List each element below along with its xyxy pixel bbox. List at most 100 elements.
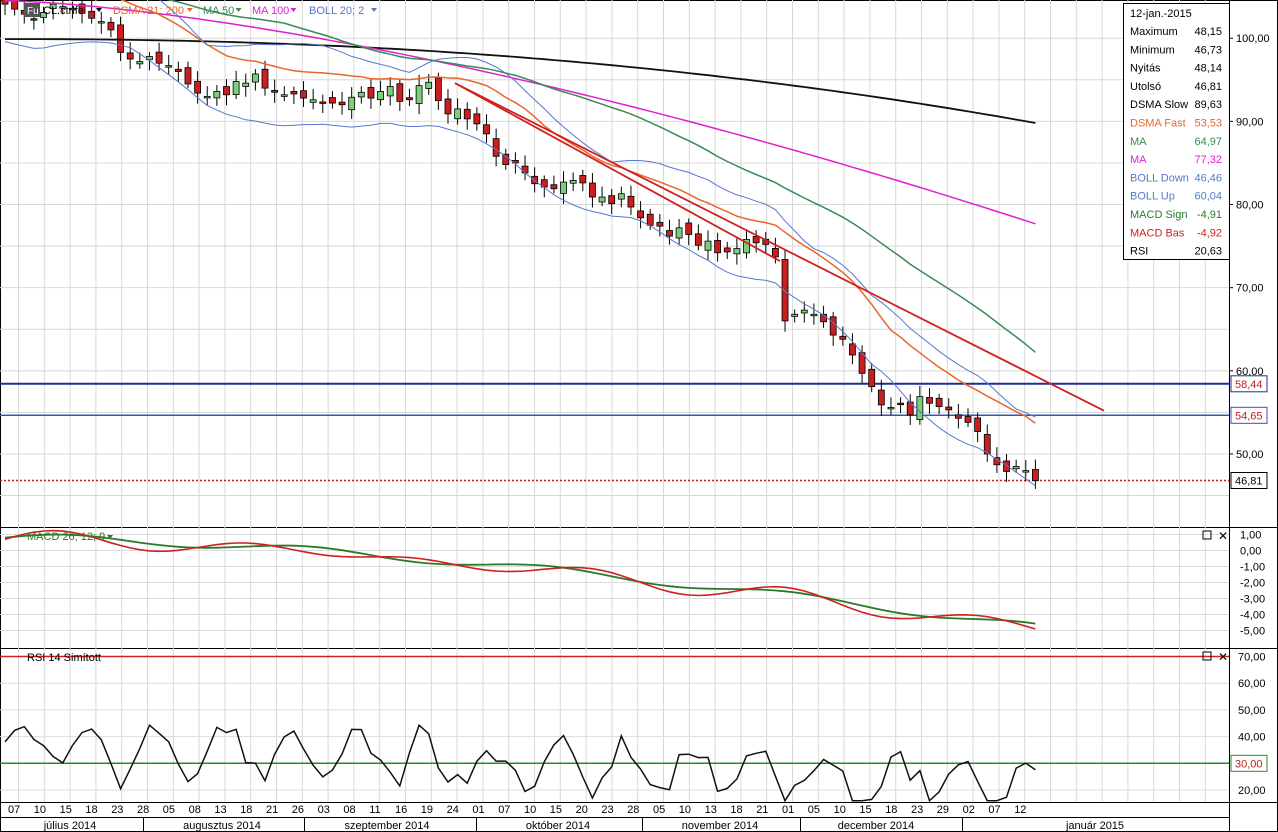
macd-title[interactable]: MACD 26; 12; 9 [27, 531, 105, 543]
candle-body[interactable] [242, 82, 250, 87]
candle-body[interactable] [752, 236, 760, 244]
rsi-title[interactable]: RSI 14 Simított [27, 652, 101, 664]
candle-body[interactable] [386, 86, 394, 97]
macd-panel[interactable]: MACD 26; 12; 9 ✕ [4, 529, 1228, 630]
candle-body[interactable] [666, 230, 673, 237]
candle-body[interactable] [646, 213, 654, 226]
candle-body[interactable] [579, 175, 587, 184]
candle-body[interactable] [945, 406, 953, 411]
candle-body[interactable] [743, 239, 750, 254]
candle-body[interactable] [357, 91, 365, 98]
candle-body[interactable] [839, 335, 847, 340]
indicator-label[interactable]: MA 100 [252, 5, 289, 17]
candle-body[interactable] [675, 227, 683, 239]
candle-body[interactable] [627, 195, 635, 208]
candle-body[interactable] [916, 396, 924, 421]
ma50-line[interactable] [5, 0, 1036, 353]
maximize-icon[interactable] [1202, 530, 1212, 540]
candle-body[interactable] [300, 90, 307, 99]
candle-body[interactable] [78, 3, 86, 14]
close-icon[interactable]: ✕ [1218, 529, 1228, 543]
candle-body[interactable] [877, 389, 885, 406]
candle-body[interactable] [598, 196, 606, 203]
candle-body[interactable] [290, 91, 298, 95]
indicator-label[interactable]: BOLL 20; 2 [309, 5, 364, 17]
candle-body[interactable] [1032, 469, 1039, 481]
candle-body[interactable] [319, 101, 327, 104]
ma100-line[interactable] [4, 0, 1036, 225]
candle-body[interactable] [723, 247, 731, 253]
candle-body[interactable] [772, 247, 779, 258]
candle-body[interactable] [935, 397, 943, 407]
candle-body[interactable] [791, 313, 799, 317]
candle-body[interactable] [694, 233, 702, 246]
candle-body[interactable] [617, 193, 625, 200]
chevron-down-icon[interactable] [290, 8, 297, 12]
candle-body[interactable] [656, 221, 664, 227]
rsi-line[interactable] [4, 723, 1036, 803]
candle-body[interactable] [1022, 470, 1030, 473]
candle-body[interactable] [444, 98, 452, 115]
candle-body[interactable] [569, 180, 577, 184]
candle-body[interactable] [637, 210, 644, 219]
candle-body[interactable] [954, 414, 962, 419]
price-panel[interactable] [0, 0, 1229, 489]
chevron-down-icon[interactable] [235, 8, 242, 12]
candle-body[interactable] [714, 240, 722, 254]
candle-body[interactable] [261, 68, 269, 89]
candle-body[interactable] [88, 10, 96, 19]
candle-body[interactable] [829, 316, 837, 336]
candle-body[interactable] [425, 81, 433, 89]
trend-line[interactable] [454, 82, 781, 262]
candle-body[interactable] [550, 184, 558, 190]
candle-body[interactable] [521, 165, 529, 174]
candle-body[interactable] [810, 313, 818, 317]
candle-body[interactable] [781, 259, 789, 322]
candle-body[interactable] [483, 124, 490, 135]
candle-body[interactable] [213, 91, 221, 99]
candle-body[interactable] [492, 138, 500, 157]
rsi-panel[interactable]: RSI 14 Simított ✕ [0, 650, 1229, 803]
candle-body[interactable] [97, 21, 105, 24]
close-icon[interactable]: ✕ [1218, 650, 1228, 664]
candle-body[interactable] [463, 108, 471, 120]
candle-body[interactable] [733, 248, 741, 255]
macd-base-line[interactable] [4, 529, 1036, 630]
candle-body[interactable] [69, 7, 76, 11]
candle-body[interactable] [868, 368, 876, 388]
candle-body[interactable] [983, 433, 991, 455]
candle-body[interactable] [232, 81, 240, 95]
candle-body[interactable] [348, 96, 356, 111]
candle-body[interactable] [30, 18, 38, 21]
symbol-label[interactable]: CL.ctrlfe [43, 5, 84, 17]
dsma-slow-line[interactable] [5, 38, 1036, 124]
candle-body[interactable] [107, 21, 115, 31]
candle-body[interactable] [280, 94, 288, 97]
candle-body[interactable] [194, 80, 202, 94]
candle-body[interactable] [40, 12, 47, 18]
candle-body[interactable] [415, 85, 423, 104]
candle-body[interactable] [704, 240, 712, 251]
chevron-down-icon[interactable] [96, 8, 102, 12]
candle-body[interactable] [251, 73, 259, 83]
candle-body[interactable] [1003, 460, 1010, 472]
candle-body[interactable] [1, 0, 9, 5]
candle-body[interactable] [367, 86, 375, 99]
candle-body[interactable] [329, 97, 336, 104]
candle-body[interactable] [165, 65, 173, 68]
candle-body[interactable] [406, 97, 413, 101]
boll-up-line[interactable] [5, 0, 1036, 418]
candles[interactable] [1, 0, 1039, 489]
candle-body[interactable] [136, 61, 144, 65]
trend-line[interactable] [454, 82, 1105, 412]
candle-body[interactable] [117, 24, 124, 53]
candle-body[interactable] [531, 175, 539, 185]
candle-body[interactable] [49, 3, 57, 9]
candle-body[interactable] [155, 51, 163, 64]
candle-body[interactable] [473, 113, 481, 125]
indicator-label[interactable]: MA 50 [203, 5, 234, 17]
candle-body[interactable] [454, 108, 462, 120]
boll-down-line[interactable] [4, 41, 1036, 487]
candle-body[interactable] [309, 99, 317, 103]
